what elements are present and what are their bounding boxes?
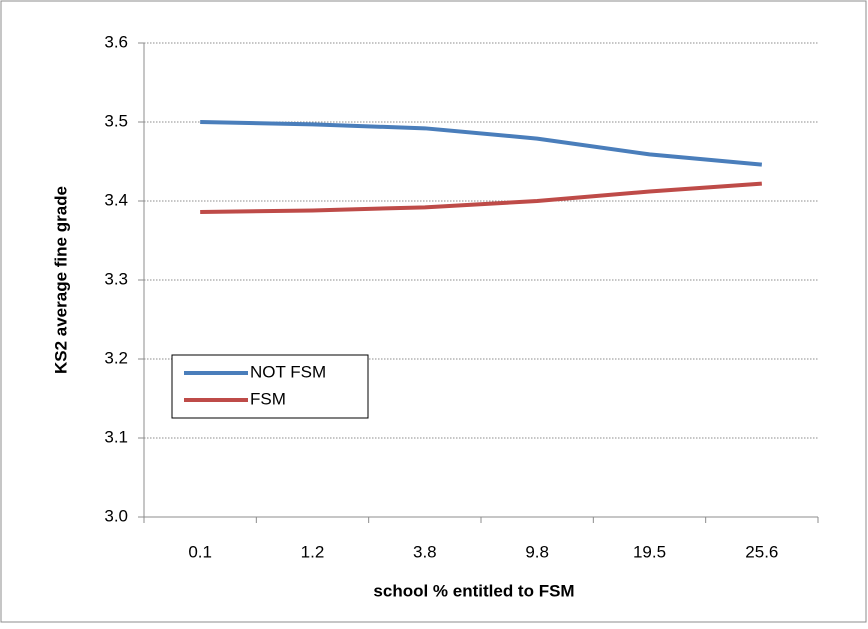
x-axis-title: school % entitled to FSM (373, 581, 574, 600)
legend-label: NOT FSM (250, 362, 326, 381)
x-tick-label: 3.8 (413, 542, 437, 561)
x-tick-label: 25.6 (745, 542, 778, 561)
legend-label: FSM (250, 389, 286, 408)
y-tick-label: 3.4 (104, 190, 128, 209)
line-series (200, 181, 762, 215)
y-tick-label: 3.5 (104, 111, 128, 130)
legend-box (171, 354, 369, 419)
x-tick-label: 19.5 (633, 542, 666, 561)
x-tick-label: 1.2 (301, 542, 325, 561)
y-tick-label: 3.6 (104, 32, 128, 51)
y-tick-label: 3.3 (104, 269, 128, 288)
y-tick-label: 3.0 (104, 506, 128, 525)
y-tick-label: 3.1 (104, 427, 128, 446)
x-tick-label: 9.8 (525, 542, 549, 561)
x-tick-label: 0.1 (188, 542, 212, 561)
line-series (200, 120, 763, 167)
y-axis-title: KS2 average fine grade (51, 186, 70, 374)
y-tick-label: 3.2 (104, 348, 128, 367)
